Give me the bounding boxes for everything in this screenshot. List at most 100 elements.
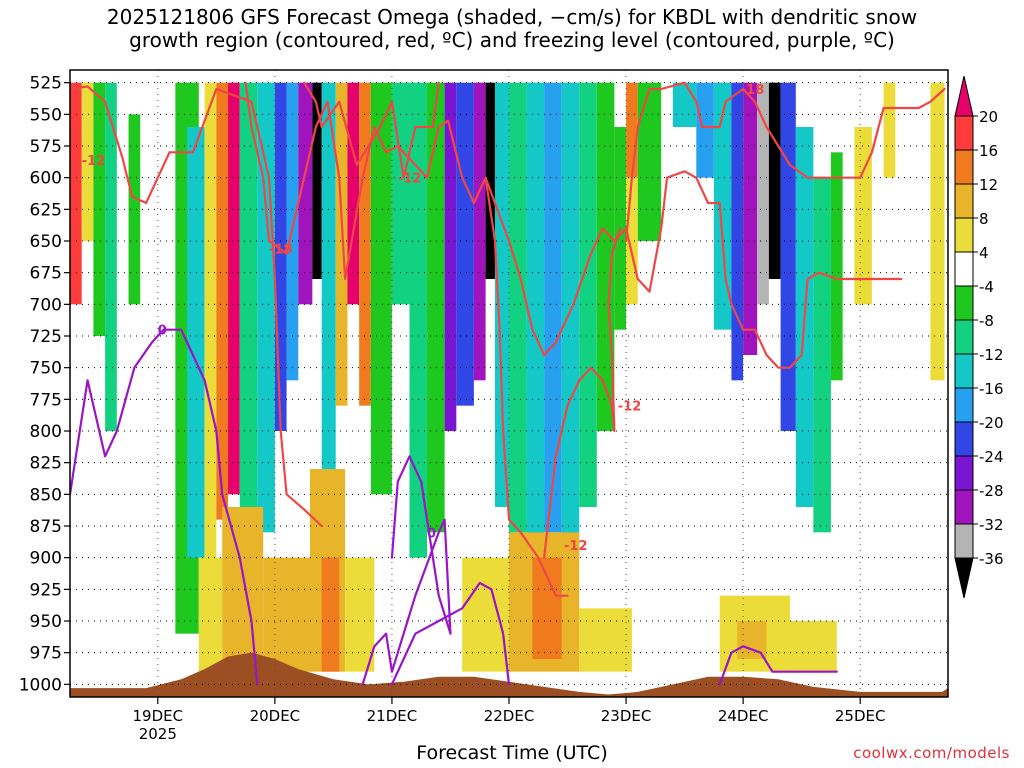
omega-cell — [345, 557, 375, 672]
y-tick-label: 925 — [30, 580, 62, 600]
colorbar-segment — [954, 115, 974, 151]
omega-cell — [347, 82, 360, 305]
dgz-contour-line — [303, 81, 440, 179]
colorbar-label: 16 — [979, 142, 998, 160]
x-tick-label: 20DEC — [250, 707, 301, 725]
omega-cell — [128, 114, 141, 305]
y-tick-label: 625 — [30, 200, 62, 220]
omega-cell — [696, 82, 714, 178]
omega-cell — [335, 82, 348, 406]
x-tick-label: 22DEC — [484, 707, 535, 725]
omega-cell — [830, 152, 843, 381]
omega-cell — [93, 82, 106, 337]
x-tick-label: 23DEC — [601, 707, 652, 725]
omega-cell — [485, 82, 495, 280]
y-tick-label: 700 — [30, 295, 62, 315]
omega-cell — [187, 127, 205, 558]
dgz-contour-line — [244, 81, 569, 597]
omega-cell — [813, 177, 831, 533]
x-tick-label: 21DEC — [367, 707, 418, 725]
omega-cell — [561, 82, 580, 558]
colorbar-label: 20 — [979, 108, 998, 126]
x-axis-label: Forecast Time (UTC) — [416, 742, 608, 764]
omega-cell — [526, 82, 545, 558]
colorbar-label: -8 — [979, 312, 994, 330]
omega-cell — [579, 608, 632, 672]
freezing-contours: 00 — [70, 324, 838, 686]
omega-cell — [263, 557, 310, 672]
omega-cell — [321, 82, 336, 495]
omega-cell — [70, 82, 82, 305]
omega-cell — [298, 82, 313, 305]
omega-cell — [672, 82, 697, 127]
colorbar-segment — [954, 149, 974, 185]
y-tick-label: 775 — [30, 390, 62, 410]
dgz-contour-label: -18 — [741, 83, 765, 98]
y-tick-label: 850 — [30, 485, 62, 505]
colorbar-label: -20 — [979, 414, 1004, 432]
omega-cell — [105, 82, 117, 432]
dgz-contour-line — [484, 170, 903, 369]
omega-cell — [637, 82, 662, 242]
x-tick-sublabel: 2025 — [139, 725, 177, 743]
freezing-contour-label: 0 — [427, 526, 436, 541]
colorbar: 20 16 12 8 4 -4 -8 -12 -16 -20 -24 -28 -32 -36 — [954, 75, 1004, 599]
omega-cell — [713, 82, 732, 330]
y-tick-label: 750 — [30, 359, 62, 379]
terrain-area — [70, 652, 948, 697]
omega-cell — [456, 82, 474, 406]
colorbar-segment — [954, 421, 974, 457]
dgz-contour-label: -12 — [564, 539, 588, 554]
colorbar-label: 8 — [979, 210, 989, 228]
omega-cell — [444, 82, 457, 432]
omega-cell — [391, 82, 410, 305]
omega-cell — [757, 82, 769, 305]
colorbar-segment — [954, 251, 974, 287]
freezing-contour-line — [361, 455, 452, 686]
omega-cell — [204, 82, 217, 609]
colorbar-bottom-arrow — [954, 557, 974, 599]
y-axis-ticks: 525 550 575 600 625 650 675 700 725 750 775 800 825 8… — [19, 74, 70, 695]
omega-cell — [274, 82, 287, 432]
x-tick-label: 24DEC — [718, 707, 769, 725]
omega-cell — [239, 82, 258, 621]
y-tick-label: 650 — [30, 232, 62, 252]
omega-cell — [596, 82, 615, 432]
colorbar-segment — [954, 523, 974, 559]
colorbar-segment — [954, 387, 974, 423]
omega-cell — [359, 82, 371, 406]
colorbar-segment — [954, 353, 974, 389]
colorbar-label: -24 — [979, 448, 1004, 466]
terrain-fill — [70, 652, 948, 697]
y-tick-label: 875 — [30, 517, 62, 537]
colorbar-label: -36 — [979, 550, 1004, 568]
y-tick-label: 675 — [30, 264, 62, 284]
y-tick-label: 975 — [30, 644, 62, 664]
colorbar-label: 4 — [979, 244, 989, 262]
omega-cell — [222, 507, 264, 672]
omega-cell — [473, 82, 486, 381]
colorbar-label: -32 — [979, 516, 1004, 534]
omega-shading — [70, 82, 945, 672]
omega-cell — [883, 82, 896, 178]
x-tick-label: 25DEC — [835, 707, 886, 725]
dgz-contour-line — [70, 85, 323, 528]
colorbar-label: -16 — [979, 380, 1004, 398]
y-tick-label: 800 — [30, 422, 62, 442]
dgz-contour-label: -12 — [82, 154, 106, 169]
omega-cell — [768, 82, 781, 280]
omega-cell — [544, 82, 562, 533]
colorbar-label: -4 — [979, 278, 994, 296]
omega-cell — [216, 82, 229, 520]
grid-lines — [70, 70, 948, 697]
colorbar-segment — [954, 183, 974, 219]
dgz-contour-label: -18 — [269, 243, 293, 258]
omega-cell — [532, 557, 562, 659]
omega-cell — [780, 82, 796, 432]
y-tick-label: 600 — [30, 169, 62, 189]
omega-cell — [257, 82, 275, 533]
colorbar-segment — [954, 285, 974, 321]
freezing-contour-line — [70, 328, 259, 686]
